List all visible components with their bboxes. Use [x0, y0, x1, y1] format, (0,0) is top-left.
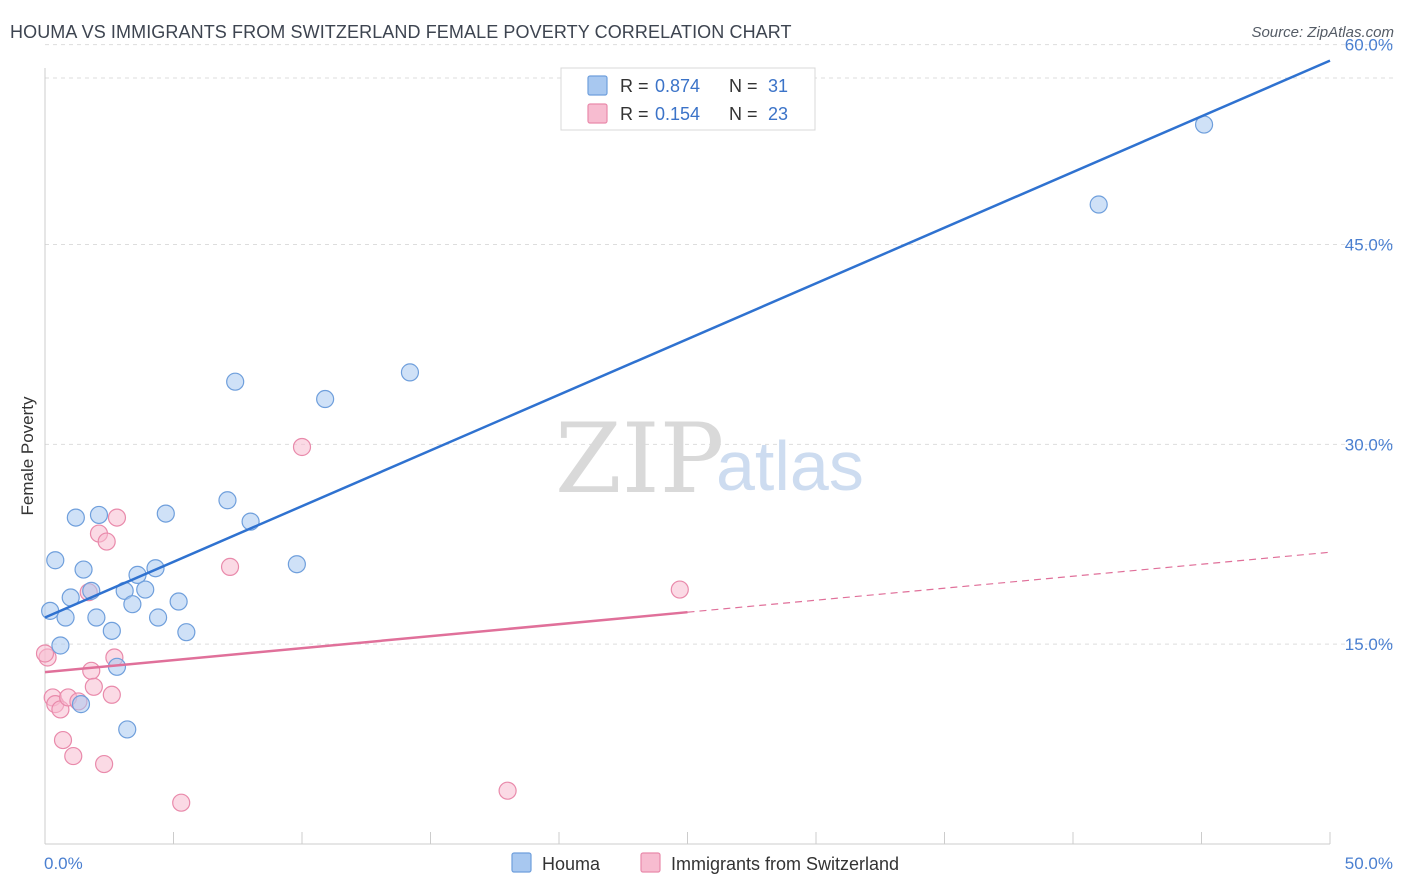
- houma-point: [123, 595, 142, 614]
- houma-point: [400, 363, 420, 382]
- y-tick-label: 30.0%: [1345, 435, 1393, 454]
- houma-point: [71, 695, 91, 714]
- watermark: ZIP atlas: [555, 403, 864, 515]
- houma-point: [87, 608, 106, 627]
- source-label: Source: ZipAtlas.com: [1251, 24, 1394, 41]
- swiss-point: [95, 754, 114, 774]
- swiss-trend-line: [44, 610, 688, 674]
- houma-point: [102, 621, 121, 640]
- chart-title: HOUMA VS IMMIGRANTS FROM SWITZERLAND FEM…: [10, 22, 792, 42]
- houma-n-label: N =: [729, 76, 758, 96]
- swiss-point: [35, 644, 55, 663]
- swiss-n-label: N =: [729, 104, 758, 124]
- houma-point: [46, 551, 65, 570]
- houma-point: [136, 580, 155, 599]
- x-tick-label-right: 50.0%: [1345, 854, 1393, 873]
- houma-n-value: 31: [768, 76, 788, 96]
- swiss-series-name: Immigrants from Switzerland: [671, 854, 899, 874]
- grid-lines: [45, 44, 1393, 645]
- swiss-point: [64, 746, 83, 766]
- watermark-zip: ZIP: [555, 403, 724, 515]
- stats-legend: R = 0.874 N = 31 R = 0.154 N = 23: [560, 67, 816, 131]
- swiss-point: [84, 677, 103, 696]
- houma-point: [118, 720, 137, 739]
- houma-series-swatch: [511, 852, 532, 873]
- swiss-point: [82, 661, 101, 680]
- houma-r-label: R =: [620, 76, 649, 96]
- houma-point: [316, 389, 335, 409]
- x-axis-ticks: [44, 832, 1331, 844]
- houma-point: [148, 608, 168, 627]
- houma-points: [41, 115, 1214, 739]
- swiss-series-swatch: [640, 852, 661, 873]
- swiss-point: [498, 781, 517, 800]
- swiss-trend-extension: [687, 551, 1331, 613]
- x-tick-label-left: 0.0%: [44, 854, 83, 873]
- houma-trend-line: [44, 59, 1331, 619]
- houma-point: [1089, 195, 1108, 214]
- trend-lines: [44, 59, 1331, 674]
- swiss-point: [292, 437, 312, 457]
- swiss-point: [97, 532, 116, 551]
- swiss-point: [670, 580, 689, 599]
- houma-point: [169, 592, 188, 611]
- y-tick-label: 15.0%: [1345, 635, 1393, 654]
- swiss-r-label: R =: [620, 104, 649, 124]
- houma-point: [226, 372, 245, 391]
- houma-point: [89, 505, 109, 525]
- swiss-point: [102, 685, 121, 704]
- y-axis-label: Female Poverty: [18, 396, 37, 516]
- houma-point: [66, 508, 85, 527]
- series-legend: Houma Immigrants from Switzerland: [511, 852, 899, 874]
- y-tick-label: 60.0%: [1345, 36, 1393, 55]
- houma-legend-swatch: [587, 75, 608, 96]
- houma-series-name: Houma: [542, 854, 601, 874]
- houma-point: [177, 623, 196, 642]
- swiss-legend-swatch: [587, 103, 608, 124]
- watermark-atlas: atlas: [716, 427, 864, 505]
- houma-r-value: 0.874: [655, 76, 700, 96]
- swiss-point: [53, 730, 73, 750]
- houma-point: [287, 555, 306, 574]
- y-tick-labels: 15.0% 30.0% 45.0% 60.0%: [1345, 36, 1393, 655]
- swiss-point: [107, 508, 127, 527]
- houma-point: [41, 601, 60, 620]
- y-tick-label: 45.0%: [1345, 235, 1393, 254]
- houma-point: [51, 636, 70, 655]
- houma-point: [74, 560, 93, 579]
- houma-point: [156, 504, 175, 523]
- swiss-point: [220, 557, 240, 576]
- houma-point: [218, 491, 237, 510]
- swiss-point: [172, 793, 191, 812]
- swiss-r-value: 0.154: [655, 104, 700, 124]
- swiss-n-value: 23: [768, 104, 788, 124]
